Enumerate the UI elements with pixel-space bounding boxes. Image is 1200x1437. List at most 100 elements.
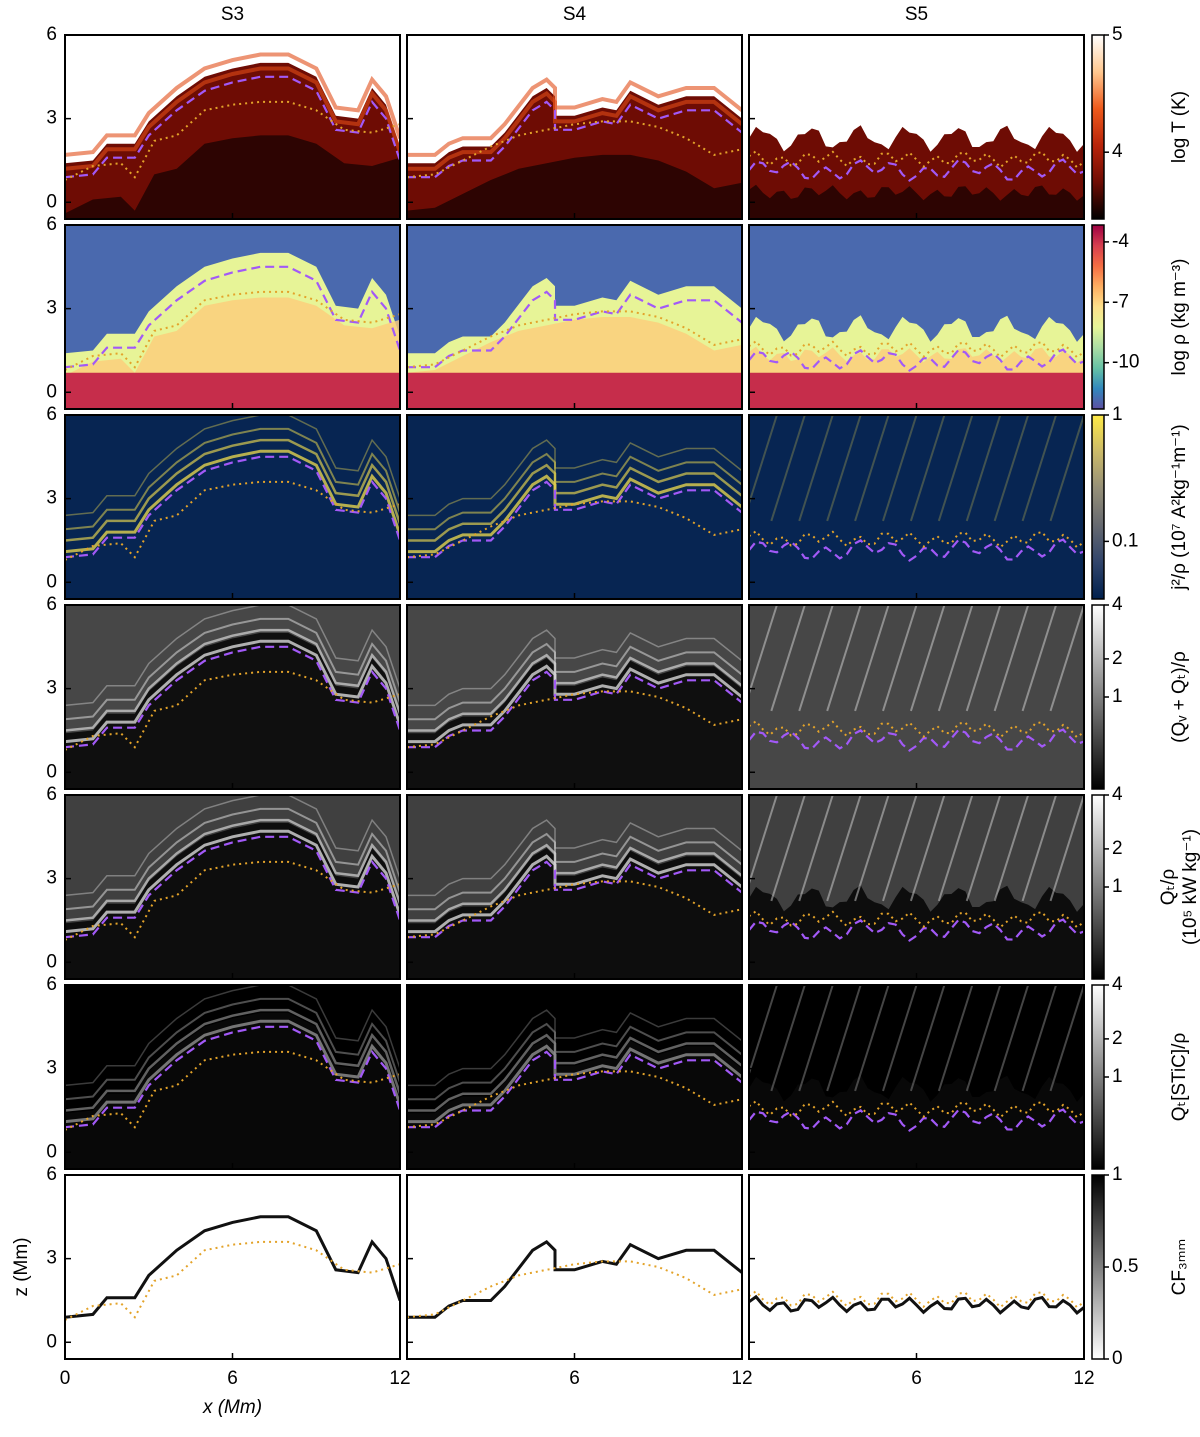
contour-purple (749, 538, 1084, 562)
streak (65, 52, 400, 157)
streak (854, 985, 890, 1092)
y-tick-label: 0 (46, 951, 57, 972)
streak (407, 1033, 742, 1112)
streak (1049, 795, 1084, 902)
streak (826, 605, 862, 712)
dark-region (749, 184, 1084, 219)
streak (965, 795, 1002, 902)
contour-purple (749, 348, 1084, 372)
streak (826, 795, 862, 902)
panel-image (749, 605, 1084, 789)
region (65, 822, 400, 979)
streak (909, 985, 946, 1092)
streak (407, 819, 742, 897)
streak (65, 829, 400, 934)
streak (1021, 605, 1058, 712)
y-tick-label: 3 (46, 678, 57, 699)
colorbar-tick-label: 4 (1112, 141, 1123, 162)
panel-image (407, 415, 742, 599)
streak (882, 415, 918, 522)
y-tick-label: 6 (46, 24, 57, 45)
colorbar-tick-label: 1 (1112, 876, 1123, 897)
y-tick-label: 6 (46, 214, 57, 235)
panel-image (65, 225, 400, 409)
colorbar-label: Qₜ/ρ (1158, 869, 1179, 906)
colorbar-tick-label: -10 (1112, 352, 1139, 373)
streak (65, 438, 400, 542)
region (407, 848, 742, 979)
colorbar-tick-label: 5 (1112, 24, 1123, 45)
y-tick-label: 0 (46, 1141, 57, 1162)
x-tick-label: 6 (227, 1368, 238, 1389)
contour-purple (65, 75, 400, 179)
streak (965, 985, 1002, 1092)
streak (882, 795, 918, 902)
streak (937, 605, 974, 712)
colorbar-tick-label: 0 (1112, 1348, 1123, 1369)
x-axis-label: x (Mm) (202, 1397, 262, 1418)
streak (65, 66, 400, 171)
colorbar-tick-label: 1 (1112, 404, 1123, 425)
contour-purple (749, 728, 1084, 752)
colorbar-tick-label: 4 (1112, 974, 1123, 995)
contour-purple (407, 860, 742, 939)
streak (965, 415, 1002, 522)
streak (65, 1008, 400, 1112)
streak (1021, 985, 1058, 1092)
contribution-line (65, 1215, 400, 1319)
y-tick-label: 6 (46, 974, 57, 995)
y-tick-label: 6 (46, 784, 57, 805)
streak (1049, 415, 1084, 522)
streak (798, 415, 834, 522)
streak (993, 415, 1030, 522)
streak (770, 795, 806, 902)
panel-image (749, 795, 1084, 979)
colorbar-tick-label: -7 (1112, 291, 1129, 312)
background (749, 1175, 1084, 1359)
panel-image (407, 225, 742, 409)
streak (854, 415, 890, 522)
contour-purple (749, 1108, 1084, 1132)
contour-purple (65, 265, 400, 369)
colorbar-tick-label: 2 (1112, 648, 1123, 669)
x-tick-label: 0 (60, 1368, 71, 1389)
contour-purple (65, 835, 400, 939)
colorbar-tick-label: 2 (1112, 838, 1123, 859)
base-band (407, 372, 742, 409)
streak (407, 832, 742, 911)
streak (65, 639, 400, 744)
streak (407, 452, 742, 531)
colorbar (1091, 414, 1105, 600)
panel-image (407, 35, 742, 219)
contour-purple (65, 1025, 400, 1129)
streak (65, 605, 400, 707)
colorbar-tick-label: -4 (1112, 231, 1129, 252)
colorbar-tick-label: 2 (1112, 1028, 1123, 1049)
panel-image (65, 415, 400, 599)
streak (407, 843, 742, 922)
contour-purple (749, 158, 1084, 182)
streak (1021, 795, 1058, 902)
streak (1049, 605, 1084, 712)
colorbar-tick-label: 0.1 (1112, 530, 1138, 551)
streak (798, 795, 834, 902)
contour-purple (407, 1050, 742, 1129)
streak (407, 1022, 742, 1101)
background (65, 1175, 400, 1359)
contour-purple (749, 918, 1084, 942)
y-tick-label: 0 (46, 191, 57, 212)
streak (937, 985, 974, 1092)
panel-image (65, 985, 400, 1169)
streak (798, 985, 834, 1092)
base-band (749, 372, 1084, 409)
y-tick-label: 3 (46, 1058, 57, 1079)
y-tick-label: 3 (46, 488, 57, 509)
streak (826, 985, 862, 1092)
colorbar (1091, 794, 1105, 980)
background (749, 605, 1084, 789)
column-title: S5 (905, 4, 928, 25)
column-title: S4 (563, 4, 587, 25)
streak (65, 818, 400, 922)
streak (909, 795, 946, 902)
